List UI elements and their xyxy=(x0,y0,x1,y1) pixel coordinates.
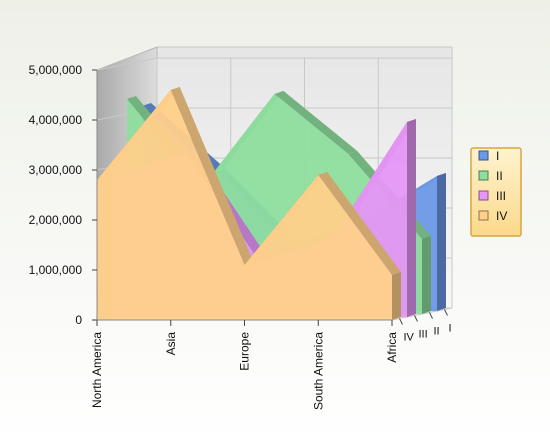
x-axis: North America Asia Europe South America Afri… xyxy=(90,319,399,410)
y-tick-label: 0 xyxy=(75,313,82,327)
legend-entry: II xyxy=(496,169,503,183)
area-side-face xyxy=(422,236,431,314)
legend-swatch xyxy=(478,190,489,201)
depth-label: III xyxy=(419,329,428,341)
area-top-face xyxy=(274,91,358,154)
legend-entry: IV xyxy=(496,209,507,223)
category-label: North America xyxy=(90,332,104,408)
area-front-face xyxy=(97,90,392,320)
area-side-face xyxy=(392,272,401,320)
area-series xyxy=(97,87,446,320)
area-series-IV xyxy=(97,87,401,320)
area-side-face xyxy=(407,119,416,317)
y-tick-label: 2,000,000 xyxy=(29,213,83,227)
depth-tick xyxy=(414,315,418,322)
depth-tick xyxy=(444,309,448,316)
category-label: Asia xyxy=(164,332,178,356)
legend-swatch xyxy=(478,170,489,181)
depth-tick xyxy=(429,312,433,319)
area-top-face xyxy=(170,87,254,265)
category-label: Africa xyxy=(385,332,399,363)
grid-line-side xyxy=(96,57,158,71)
y-axis: 0 1,000,000 2,000,000 3,000,000 4,000,000 5,0… xyxy=(29,63,98,327)
y-tick-label: 4,000,000 xyxy=(29,113,83,127)
category-label: Europe xyxy=(238,332,252,371)
legend-swatch xyxy=(478,210,489,221)
depth-label: IV xyxy=(404,332,415,344)
y-tick-label: 1,000,000 xyxy=(29,263,83,277)
legend-entry: III xyxy=(496,189,506,203)
legend-entry: I xyxy=(496,149,499,163)
area-side-face xyxy=(437,173,446,311)
depth-label: II xyxy=(434,326,440,338)
depth-tick xyxy=(399,318,403,325)
depth-label: I xyxy=(449,323,452,335)
y-tick-label: 3,000,000 xyxy=(29,163,83,177)
area-top-face xyxy=(318,172,401,275)
y-tick-label: 5,000,000 xyxy=(29,63,83,77)
legend-swatch xyxy=(478,150,489,161)
category-label: South America xyxy=(311,332,325,410)
